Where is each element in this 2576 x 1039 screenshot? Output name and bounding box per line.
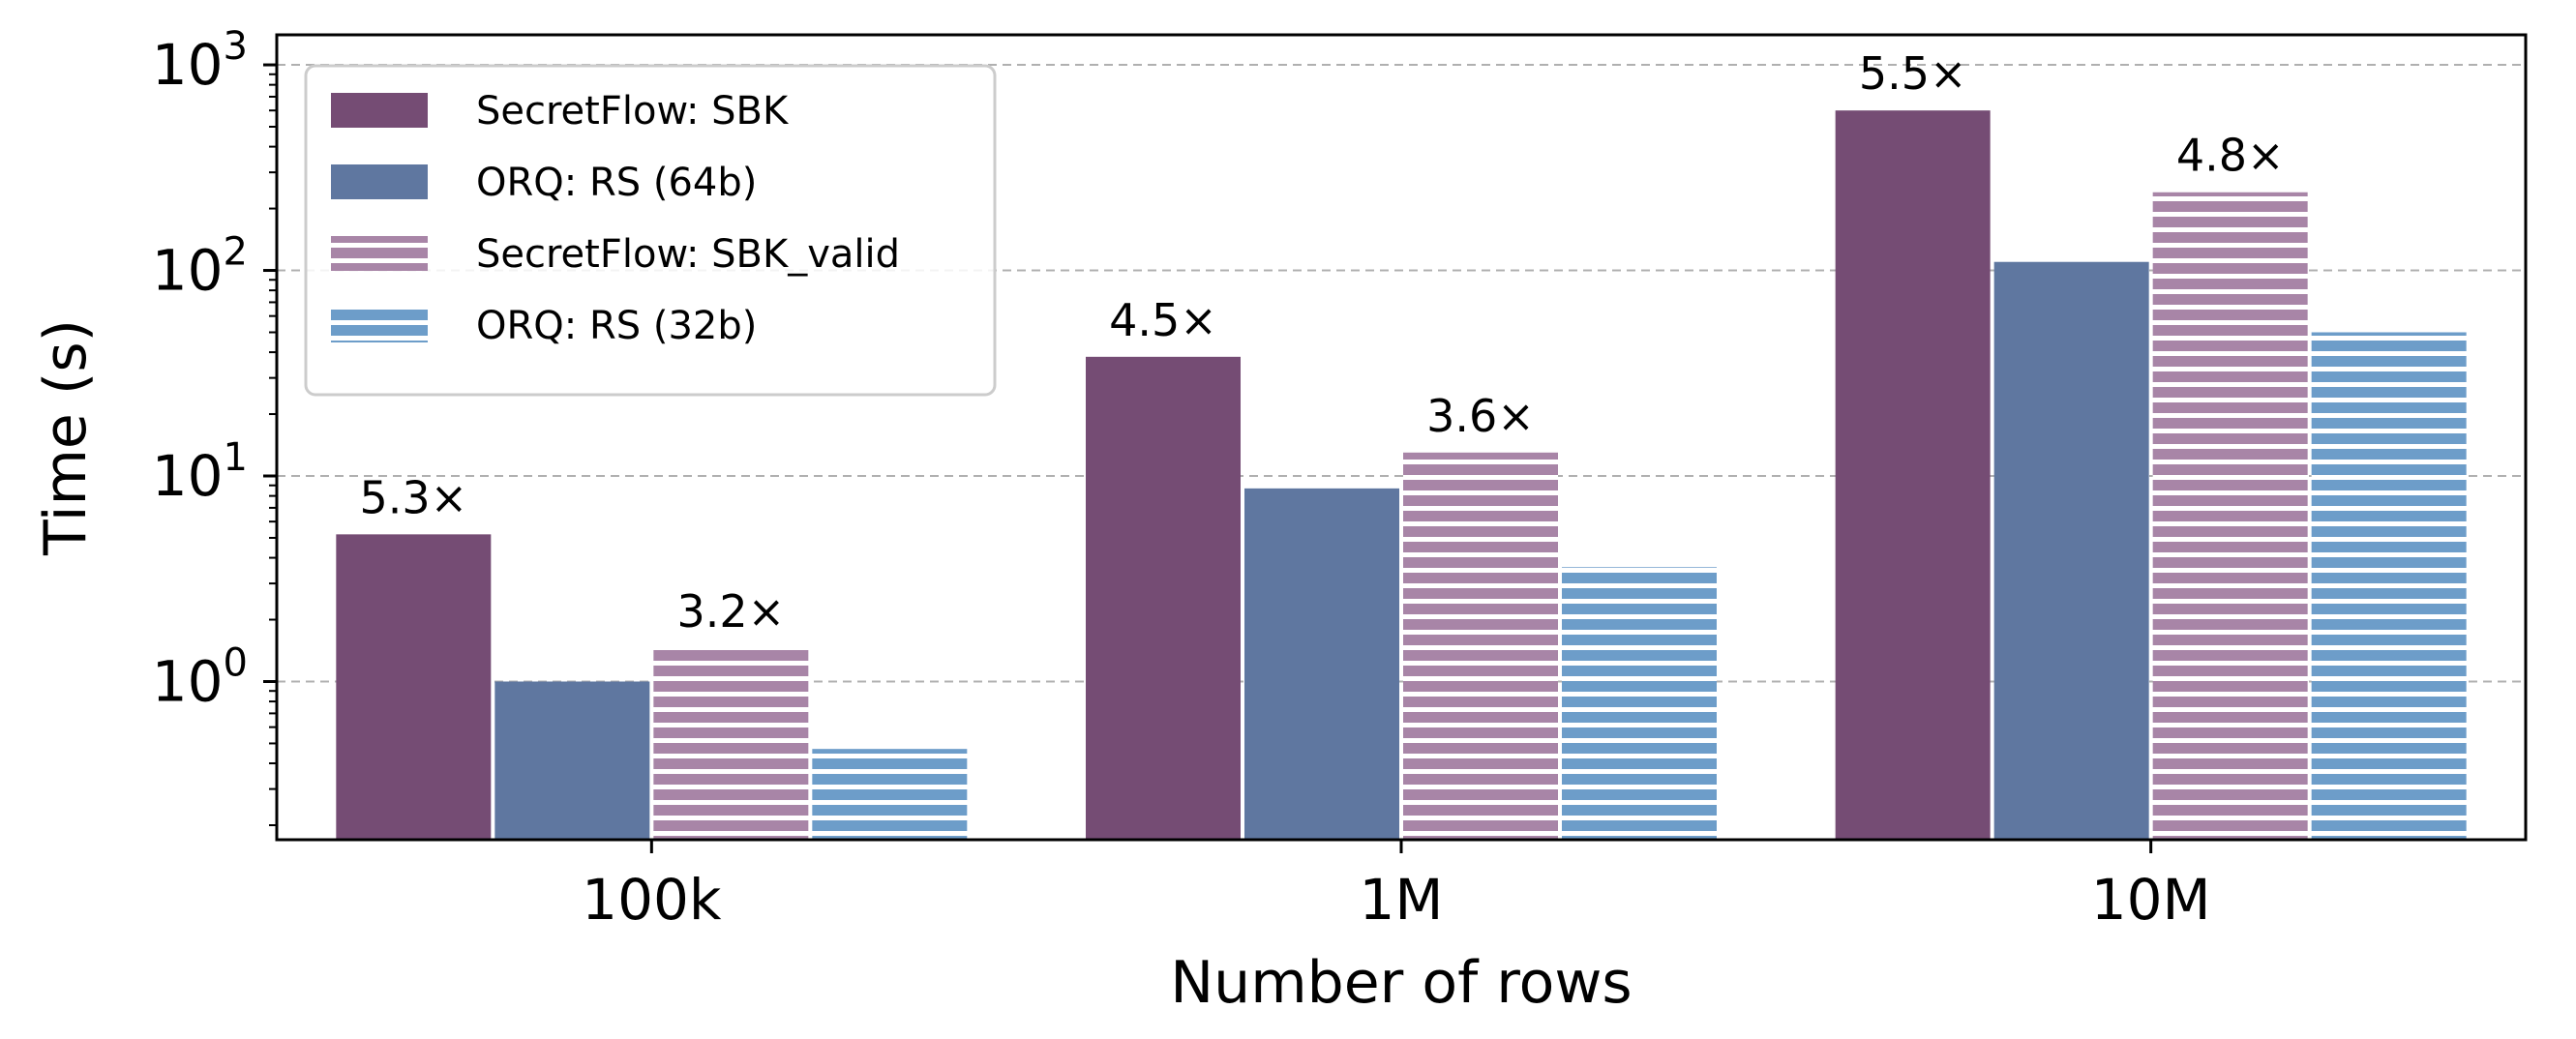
bars	[336, 110, 2467, 841]
bar-annotations: 5.3× 3.2× 4.5× 3.6× 5.5× 4.8×	[359, 47, 2284, 638]
bar	[1086, 356, 1241, 840]
speedup-label: 5.3×	[359, 471, 467, 523]
bar	[1562, 567, 1717, 840]
bar	[653, 648, 809, 840]
bar	[2152, 192, 2308, 840]
y-tick-label: 100	[152, 640, 248, 714]
x-tick-label: 1M	[1360, 867, 1444, 933]
y-tick-label: 103	[152, 24, 248, 98]
legend: SecretFlow: SBK ORQ: RS (64b) SecretFlow: …	[304, 64, 997, 397]
bar	[336, 534, 492, 840]
legend-label: ORQ: RS (32b)	[476, 304, 757, 348]
bar	[494, 681, 650, 840]
grid-lines	[277, 64, 2526, 683]
legend-label: ORQ: RS (64b)	[476, 161, 757, 205]
bar	[1835, 110, 1991, 840]
legend-swatch	[331, 236, 428, 271]
bar	[812, 749, 968, 840]
x-axis: 100k 1M 10M	[582, 840, 2211, 933]
legend-label: SecretFlow: SBK_valid	[476, 232, 900, 277]
x-axis-label: Number of rows	[1170, 949, 1632, 1017]
x-tick-label: 10M	[2091, 867, 2211, 933]
x-tick-label: 100k	[582, 867, 722, 933]
speedup-label: 4.5×	[1109, 294, 1217, 346]
legend-swatch	[331, 93, 428, 128]
legend-box	[304, 64, 997, 397]
bar	[1993, 261, 2149, 841]
legend-swatch	[331, 164, 428, 199]
y-tick-label: 101	[152, 435, 248, 509]
speedup-label: 3.6×	[1426, 390, 1535, 442]
speedup-label: 4.8×	[2176, 130, 2285, 182]
y-tick-label: 102	[152, 230, 248, 304]
bar	[1403, 452, 1558, 840]
speedup-label: 5.5×	[1859, 47, 1967, 100]
y-axis-label: Time (s)	[32, 319, 100, 556]
speedup-label: 3.2×	[676, 585, 785, 638]
legend-label: SecretFlow: SBK	[476, 89, 790, 134]
bar	[2311, 332, 2467, 840]
legend-swatch	[331, 308, 428, 342]
y-axis: 100 101 102 103	[152, 24, 277, 827]
bar	[1244, 488, 1399, 840]
